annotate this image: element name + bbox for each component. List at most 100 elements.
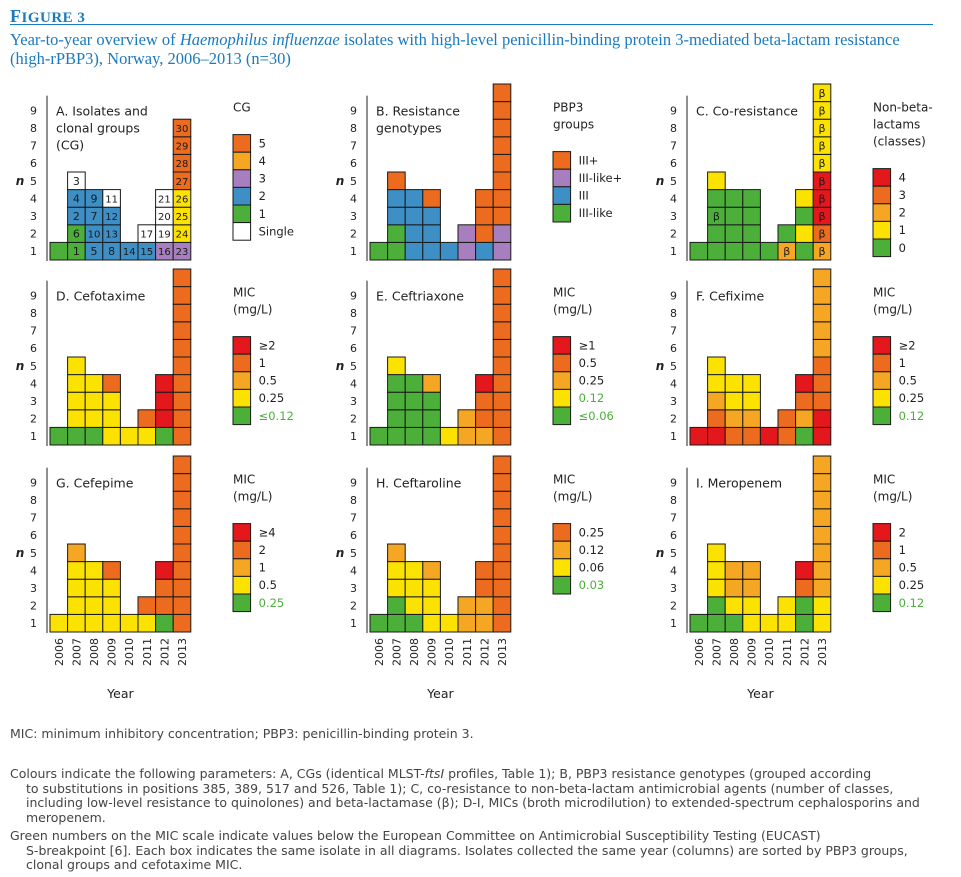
y-tick-label: 9: [670, 476, 677, 489]
isolate-box: [707, 171, 726, 191]
isolate-box: [84, 374, 104, 393]
legend-label: ≥2: [899, 338, 916, 352]
isolate-box: [102, 391, 121, 411]
y-tick-label: 2: [670, 228, 677, 241]
isolate-box: [404, 374, 424, 393]
y-axis-label: n: [656, 546, 665, 560]
legend-label: 4: [899, 170, 906, 184]
y-tick-label: 4: [350, 564, 357, 577]
isolate-box: [795, 224, 814, 243]
legend-title: (mg/L): [553, 303, 592, 317]
legend-swatch: [232, 593, 252, 613]
legend-label: 1: [259, 356, 266, 370]
legend-swatch: [232, 336, 252, 355]
y-tick-label: 4: [670, 377, 677, 390]
isolate-box: [812, 490, 832, 510]
isolate-box: [387, 374, 406, 393]
y-tick-label: 5: [350, 360, 357, 373]
legend-swatch: [552, 151, 572, 170]
isolate-box: [67, 374, 86, 393]
isolate-box: [707, 613, 726, 633]
isolate-box: [742, 561, 761, 580]
isolate-box: [475, 578, 494, 598]
legend-swatch: [552, 558, 572, 577]
isolate-box: [475, 391, 494, 411]
x-tick-label: 2009: [106, 638, 119, 666]
x-tick-label: 2006: [373, 638, 386, 666]
legend-label: 3: [259, 172, 266, 186]
x-tick-label: 2010: [443, 638, 456, 666]
isolate-box: [67, 391, 86, 411]
x-axis-label: Year: [426, 686, 454, 701]
legend-title: (mg/L): [873, 490, 912, 504]
colours-note-c: to substitutions in positions 385, 389, …: [26, 780, 920, 825]
isolate-box: [172, 596, 192, 615]
isolate-box: [492, 338, 512, 358]
isolate-box: [777, 613, 797, 633]
isolate-box: [67, 409, 86, 428]
legend-title: MIC: [553, 286, 575, 300]
y-axis-label: n: [336, 546, 345, 560]
y-tick-label: 7: [350, 140, 357, 153]
legend-label: ≥4: [259, 525, 276, 539]
isolate-box: [439, 613, 459, 633]
y-tick-label: 8: [30, 122, 37, 135]
y-tick-label: 2: [30, 600, 37, 613]
legend-swatch: [872, 388, 892, 408]
legend-label: ≤0.12: [259, 409, 294, 423]
isolate-box: [422, 391, 441, 411]
box-label: 12: [105, 212, 118, 223]
legend-label: 0: [899, 241, 906, 255]
isolate-box: [707, 561, 726, 580]
isolate-box: [812, 268, 832, 288]
isolate-box: [492, 101, 512, 120]
isolate-box: [724, 241, 744, 261]
isolate-box: [475, 426, 494, 446]
isolate-box: [689, 426, 709, 446]
isolate-box: [812, 321, 832, 340]
isolate-box: [492, 303, 512, 323]
isolate-box: [84, 409, 104, 428]
panel-b: 1 2 3 4 5 6 7 8 9 n B. Resistance genotypes PBP3 grou…: [336, 83, 622, 261]
y-tick-label: 1: [30, 245, 37, 258]
y-tick-label: 5: [670, 175, 677, 188]
box-label: β: [818, 175, 825, 188]
legend-label: 0.5: [579, 356, 597, 370]
y-tick-label: 5: [350, 175, 357, 188]
isolate-box: [724, 578, 744, 598]
isolate-box: [172, 525, 192, 545]
isolate-box: [795, 561, 814, 580]
panel-title: D. Cefotaxime: [56, 289, 146, 304]
legend-swatch: [232, 406, 252, 426]
box-label: 9: [91, 192, 98, 205]
y-tick-label: 7: [30, 512, 37, 525]
legend-swatch: [872, 540, 892, 560]
title-post: isolates with high-level penicillin-bind…: [10, 30, 900, 68]
isolate-box: [422, 206, 441, 226]
isolate-box: [155, 613, 174, 633]
isolate-box: [707, 596, 726, 615]
isolate-box: [742, 613, 761, 633]
isolate-box: [475, 224, 494, 243]
isolate-box: [812, 391, 832, 411]
y-tick-label: 1: [670, 430, 677, 443]
x-tick-label: 2012: [798, 638, 811, 666]
box-label: 15: [140, 247, 153, 258]
legend-swatch: [872, 523, 892, 542]
legend-title: lactams: [873, 118, 920, 132]
isolate-box: [84, 391, 104, 411]
y-tick-label: 8: [30, 494, 37, 507]
colours-note-a: Colours indicate the following parameter…: [10, 766, 425, 781]
legend-title: (mg/L): [553, 490, 592, 504]
isolate-box: [457, 241, 477, 261]
box-label: 16: [158, 247, 171, 258]
legend-swatch: [552, 523, 572, 542]
y-tick-label: 8: [350, 494, 357, 507]
y-tick-label: 3: [30, 210, 37, 223]
y-tick-label: 9: [350, 104, 357, 117]
y-axis-label: n: [16, 546, 25, 560]
isolate-box: [475, 206, 494, 226]
y-tick-label: 8: [350, 122, 357, 135]
isolate-box: [492, 153, 512, 173]
isolate-box: [102, 596, 121, 615]
